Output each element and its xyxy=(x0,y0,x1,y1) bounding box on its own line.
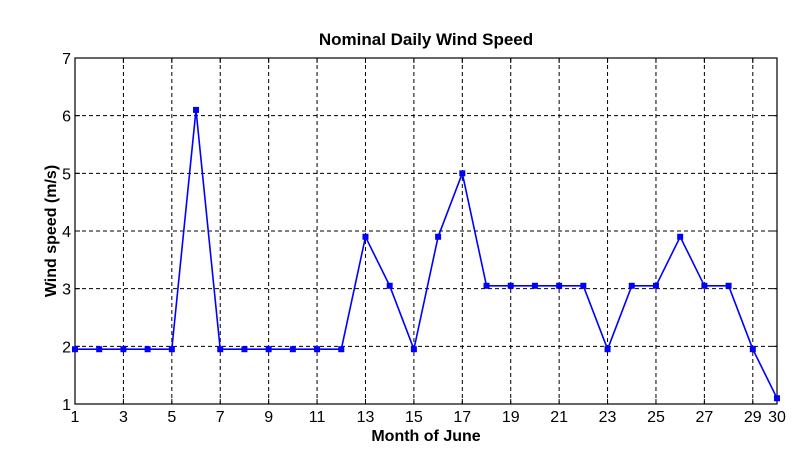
x-tick-label: 13 xyxy=(357,409,375,426)
data-point xyxy=(580,282,587,289)
x-tick-label: 3 xyxy=(119,409,128,426)
x-tick-label: 25 xyxy=(647,409,665,426)
data-point xyxy=(386,282,393,289)
x-tick-label: 27 xyxy=(695,409,713,426)
y-tick-label: 4 xyxy=(62,224,71,241)
data-point xyxy=(120,346,127,353)
data-point xyxy=(289,346,296,353)
y-tick-label: 2 xyxy=(62,339,71,356)
data-point xyxy=(217,346,224,353)
y-tick-label: 1 xyxy=(62,397,71,414)
data-point xyxy=(725,282,732,289)
data-point xyxy=(459,170,466,177)
x-tick-label: 1 xyxy=(71,409,80,426)
x-tick-label: 5 xyxy=(167,409,176,426)
series-line xyxy=(75,109,778,399)
data-point xyxy=(410,346,417,353)
chart-title: Nominal Daily Wind Speed xyxy=(319,30,533,49)
x-tick-label: 7 xyxy=(216,409,225,426)
data-point xyxy=(652,282,659,289)
data-point xyxy=(531,282,538,289)
series-layer xyxy=(72,106,780,402)
data-point xyxy=(338,346,345,353)
data-point xyxy=(556,282,563,289)
data-point xyxy=(701,282,708,289)
data-point xyxy=(314,346,321,353)
data-point xyxy=(604,346,611,353)
x-tick-label: 30 xyxy=(768,409,786,426)
data-point xyxy=(435,233,442,240)
x-tick-label: 17 xyxy=(453,409,471,426)
y-tick-label: 5 xyxy=(62,166,71,183)
x-tick-label: 23 xyxy=(599,409,617,426)
data-point xyxy=(507,282,514,289)
data-point xyxy=(72,346,78,353)
data-point xyxy=(749,346,756,353)
data-point xyxy=(168,346,175,353)
data-point xyxy=(241,346,248,353)
y-tick-label: 6 xyxy=(62,109,71,126)
x-tick-label: 29 xyxy=(744,409,762,426)
x-axis-label: Month of June xyxy=(371,428,480,445)
data-point xyxy=(144,346,151,353)
data-point xyxy=(628,282,635,289)
grid-layer xyxy=(75,58,777,404)
y-tick-label: 7 xyxy=(62,51,71,68)
x-tick-label: 21 xyxy=(550,409,568,426)
data-point xyxy=(96,346,103,353)
data-point xyxy=(193,106,200,113)
x-tick-label: 15 xyxy=(405,409,423,426)
y-axis-label: Wind speed (m/s) xyxy=(43,165,60,297)
x-tick-label: 9 xyxy=(264,409,273,426)
data-point xyxy=(677,233,684,240)
y-tick-label: 3 xyxy=(62,282,71,299)
data-point xyxy=(483,282,490,289)
x-tick-label: 11 xyxy=(309,409,326,426)
x-tick-label: 19 xyxy=(502,409,520,426)
data-point xyxy=(362,233,369,240)
data-point xyxy=(774,395,780,402)
data-point xyxy=(265,346,272,353)
